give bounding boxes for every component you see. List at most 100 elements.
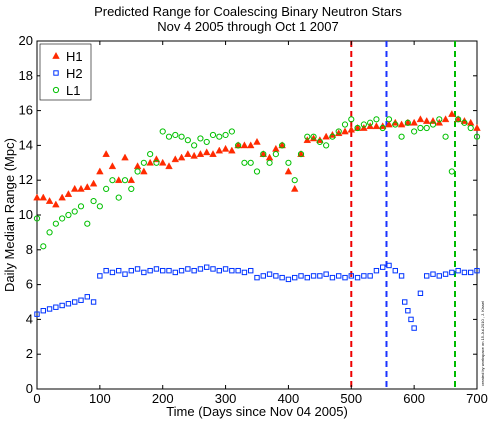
data-point (153, 159, 160, 166)
legend-marker (52, 86, 60, 94)
legend-label: L1 (66, 83, 80, 98)
data-point (423, 124, 430, 132)
data-point (103, 185, 110, 192)
data-point (177, 153, 186, 161)
data-point (84, 220, 91, 227)
data-point (373, 267, 380, 274)
data-point (335, 128, 342, 135)
data-point (197, 266, 204, 272)
data-point (58, 193, 66, 201)
legend-label: H1 (66, 49, 83, 64)
data-point (102, 150, 110, 157)
data-point (172, 131, 179, 139)
data-point (310, 133, 317, 140)
data-point (83, 183, 92, 190)
data-point (153, 266, 160, 272)
data-point (429, 121, 437, 128)
data-point (290, 184, 299, 192)
data-point (158, 158, 167, 166)
data-point (329, 274, 336, 281)
data-point (417, 124, 424, 132)
data-point (266, 159, 273, 166)
data-point (449, 269, 455, 276)
data-point (372, 122, 381, 130)
data-point (436, 273, 442, 279)
data-point (430, 271, 436, 277)
data-point (422, 117, 431, 124)
data-point (410, 118, 418, 126)
data-point (309, 134, 318, 142)
data-point (304, 274, 310, 281)
data-point (109, 177, 116, 184)
data-point (248, 267, 254, 274)
data-point (241, 159, 248, 166)
data-point (260, 273, 266, 279)
data-point (285, 159, 292, 166)
data-point (354, 274, 361, 281)
data-point (235, 142, 242, 149)
data-point (103, 267, 109, 274)
data-point (392, 267, 398, 274)
legend-item-h1: H1 (52, 49, 83, 64)
plot-frame (36, 40, 478, 390)
data-point (90, 197, 97, 205)
data-point (246, 141, 255, 149)
data-point (361, 273, 367, 279)
data-point (45, 197, 54, 204)
axis-ticks: 0 100 200 300 400 500 600 700 0 2 4 6 8 10 12 14 16 18 20 (19, 33, 488, 406)
data-point (279, 274, 285, 281)
data-point (146, 158, 154, 166)
data-point (53, 304, 59, 310)
data-point (292, 274, 298, 281)
x-tick-label: 0 (33, 391, 40, 406)
data-point (114, 176, 123, 184)
y-tick-label: 18 (19, 68, 33, 83)
data-point (442, 271, 449, 277)
y-tick-label: 2 (26, 346, 33, 361)
data-point (40, 308, 46, 314)
data-point (165, 133, 173, 140)
y-axis-label: Daily Median Range (Mpc) (2, 138, 17, 292)
data-point (348, 273, 354, 279)
data-point (33, 215, 41, 222)
data-point (386, 262, 392, 269)
data-point (241, 269, 248, 276)
data-point (405, 308, 411, 314)
data-point (392, 121, 399, 128)
y-tick-label: 12 (19, 172, 33, 187)
x-tick-label: 200 (152, 391, 174, 406)
data-point (166, 267, 172, 274)
data-point (323, 271, 329, 277)
data-point (329, 133, 336, 140)
data-point (77, 184, 85, 192)
x-tick-label: 100 (89, 391, 111, 406)
data-point (109, 269, 116, 276)
data-point (322, 132, 330, 140)
data-point (473, 133, 481, 140)
data-point (46, 306, 53, 312)
data-point (229, 267, 235, 274)
data-point (184, 137, 191, 144)
data-point (367, 119, 374, 126)
legend-marker (53, 70, 59, 76)
data-point (71, 208, 78, 215)
data-point (235, 267, 241, 274)
x-tick-label: 500 (340, 391, 362, 406)
data-point (185, 266, 191, 272)
data-point (33, 193, 41, 201)
data-point (134, 168, 141, 175)
data-point (78, 297, 84, 303)
data-point (461, 269, 468, 276)
data-point (448, 168, 455, 175)
data-point (216, 133, 223, 140)
data-point (342, 274, 348, 281)
data-point (273, 273, 279, 279)
data-point (455, 116, 462, 123)
data-point (70, 184, 79, 192)
data-point (417, 290, 424, 297)
data-point (348, 116, 355, 123)
data-point (411, 128, 418, 135)
data-point (316, 138, 323, 146)
data-point (467, 124, 474, 132)
data-point (165, 162, 173, 170)
